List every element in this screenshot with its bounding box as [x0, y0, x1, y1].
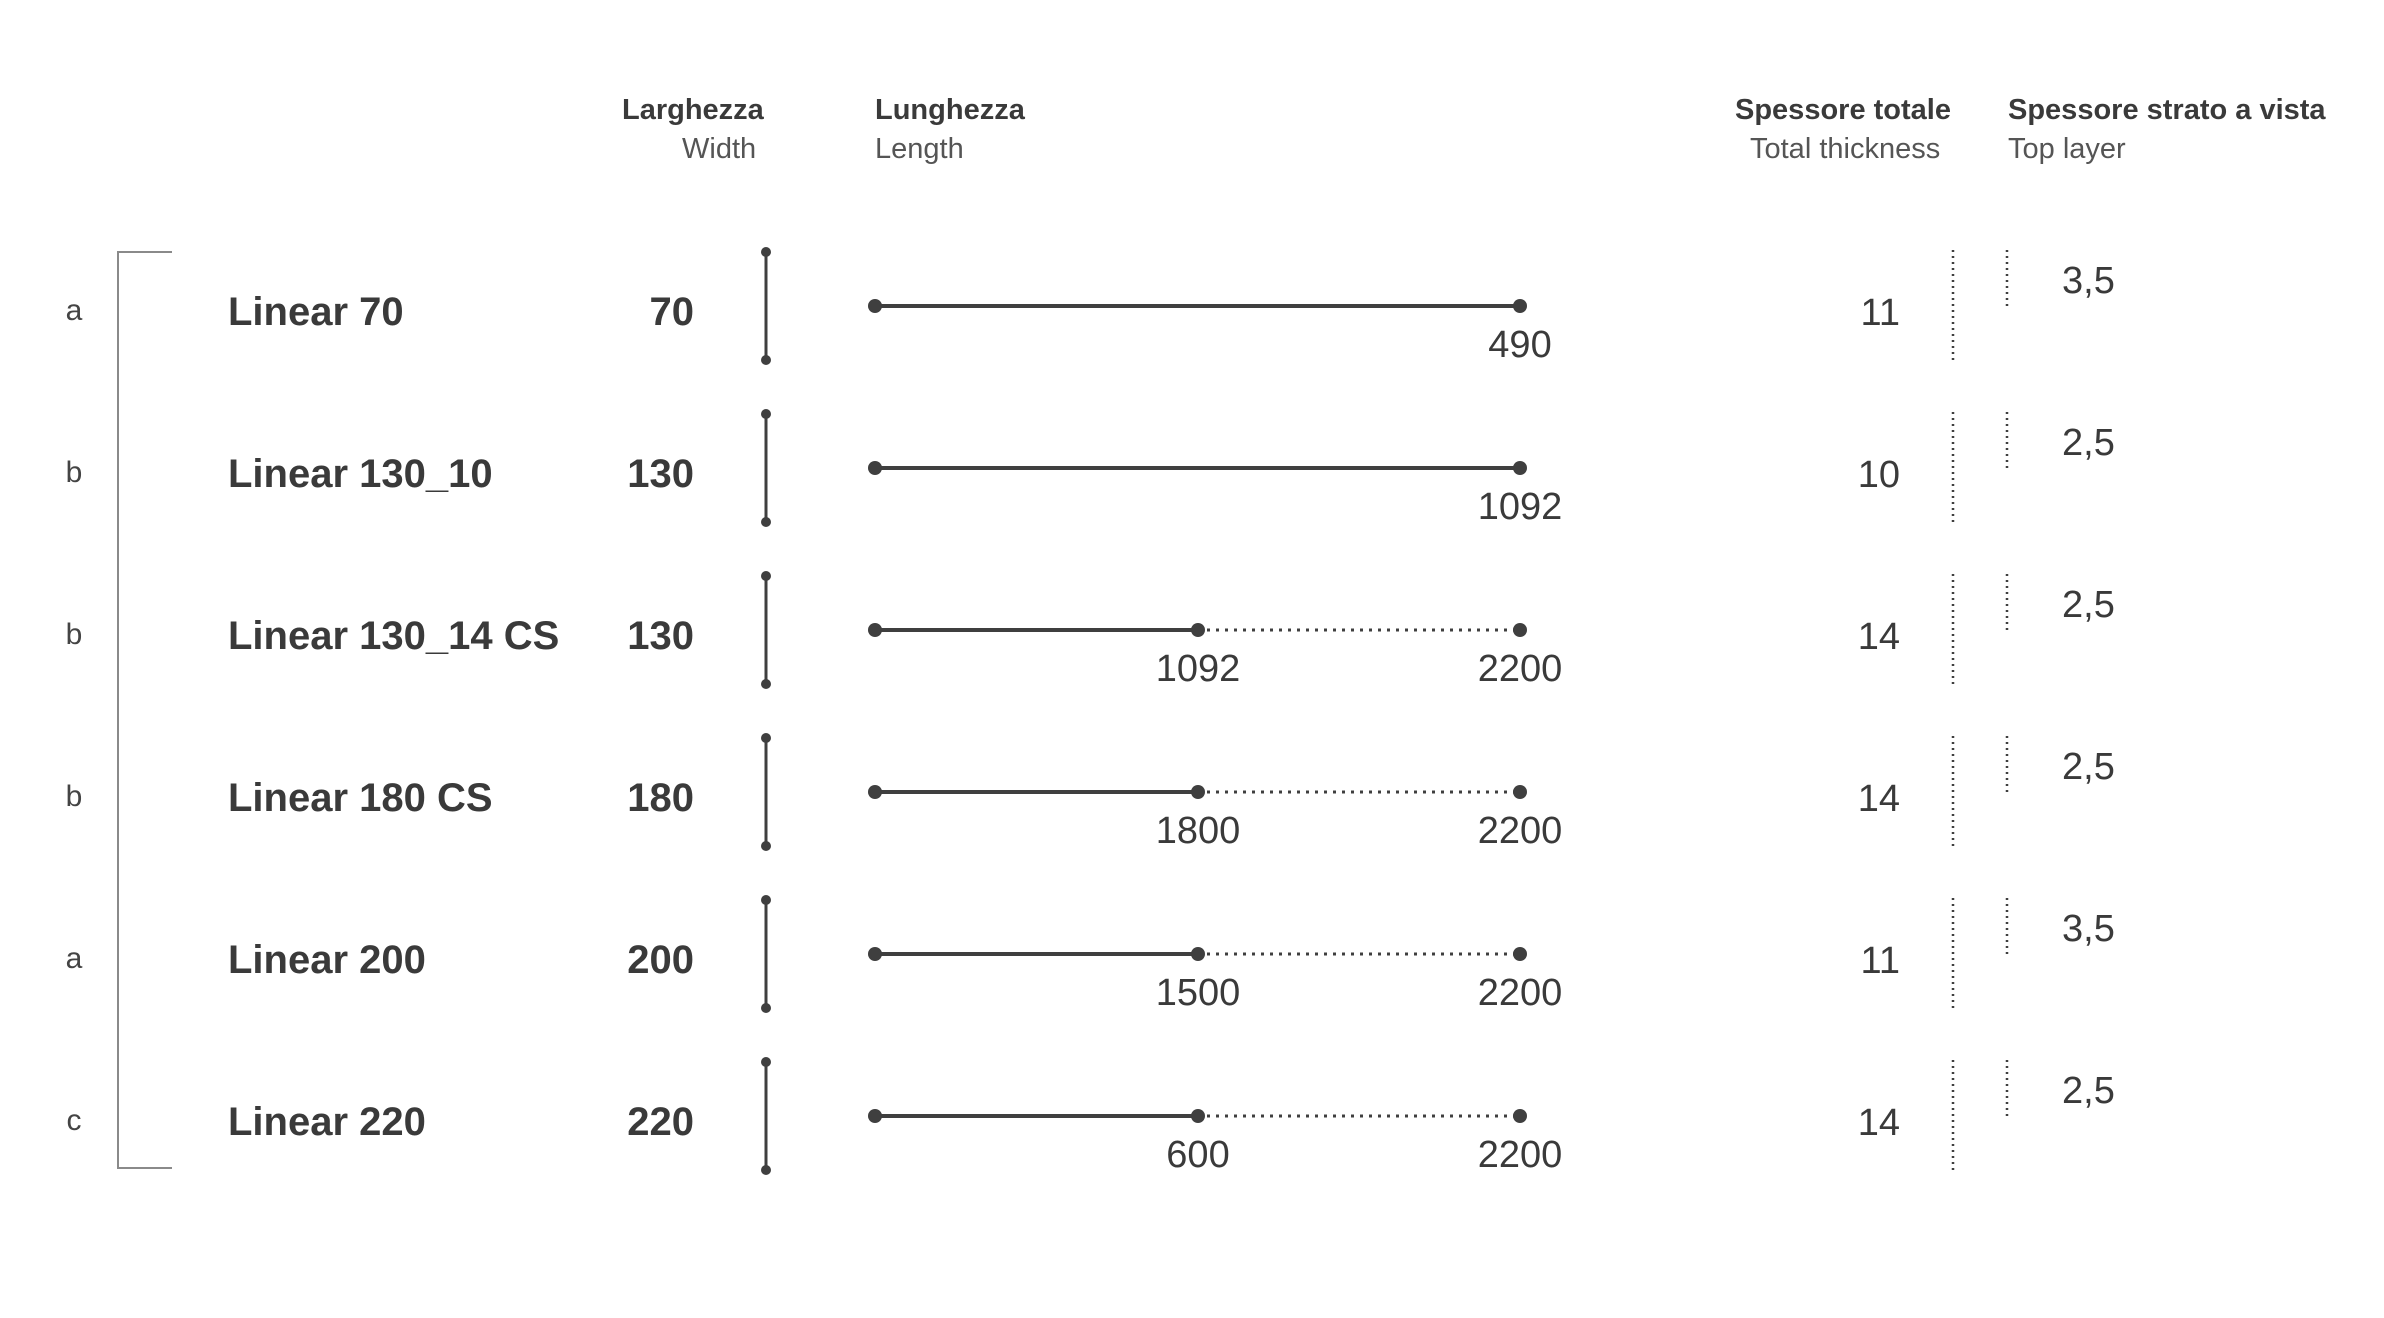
length-start-dot	[868, 623, 882, 637]
length-max-label: 2200	[1477, 1134, 1563, 1176]
header-length-en: Length	[875, 133, 964, 165]
header-width-it: Larghezza	[622, 94, 764, 126]
row-product-name: Linear 130_14 CS	[228, 614, 560, 658]
top-layer-value: 2,5	[2062, 584, 2115, 626]
length-max-dot	[1513, 785, 1527, 799]
top-layer-value: 3,5	[2062, 908, 2115, 950]
length-min-label: 1800	[1155, 810, 1241, 852]
row-width-value: 220	[627, 1100, 694, 1144]
length-start-dot	[868, 461, 882, 475]
width-indicator-dot-top	[761, 409, 771, 419]
width-indicator-dot-bottom	[761, 841, 771, 851]
length-start-dot	[868, 947, 882, 961]
width-indicator-dot-bottom	[761, 1165, 771, 1175]
top-layer-value: 2,5	[2062, 1070, 2115, 1112]
thickness-value: 10	[1857, 454, 1900, 496]
length-max-dot	[1513, 1109, 1527, 1123]
length-max-dot	[1513, 623, 1527, 637]
length-min-label: 1092	[1155, 648, 1241, 690]
length-start-dot	[868, 299, 882, 313]
row-product-name: Linear 130_10	[228, 452, 493, 496]
row-class-letter: b	[65, 780, 83, 813]
length-max-label: 490	[1488, 324, 1552, 366]
header-thickness-it: Spessore totale	[1735, 94, 1951, 126]
row-product-name: Linear 180 CS	[228, 776, 493, 820]
header-length-it: Lunghezza	[875, 94, 1025, 126]
length-min-dot	[1191, 947, 1205, 961]
header-toplayer-it: Spessore strato a vista	[2008, 94, 2326, 126]
width-indicator-dot-bottom	[761, 355, 771, 365]
header-thickness-en: Total thickness	[1750, 133, 1941, 165]
length-max-label: 1092	[1477, 486, 1563, 528]
length-min-dot	[1191, 1109, 1205, 1123]
thickness-value: 14	[1857, 616, 1900, 658]
length-max-label: 2200	[1477, 972, 1563, 1014]
row-product-name: Linear 70	[228, 290, 404, 334]
top-layer-value: 3,5	[2062, 260, 2115, 302]
thickness-value: 11	[1860, 940, 1900, 982]
row-width-value: 130	[627, 614, 694, 658]
width-indicator-dot-top	[761, 247, 771, 257]
row-width-value: 200	[627, 938, 694, 982]
width-indicator-dot-top	[761, 1057, 771, 1067]
length-min-label: 1500	[1155, 972, 1241, 1014]
width-indicator-dot-top	[761, 571, 771, 581]
length-max-dot	[1513, 947, 1527, 961]
thickness-value: 14	[1857, 778, 1900, 820]
length-max-label: 2200	[1477, 648, 1563, 690]
length-min-dot	[1191, 623, 1205, 637]
thickness-value: 14	[1857, 1102, 1900, 1144]
width-indicator-dot-bottom	[761, 1003, 771, 1013]
top-layer-value: 2,5	[2062, 746, 2115, 788]
row-width-value: 70	[649, 290, 695, 334]
top-layer-value: 2,5	[2062, 422, 2115, 464]
header-width-en: Width	[682, 133, 757, 165]
row-width-value: 180	[627, 776, 694, 820]
row-product-name: Linear 220	[228, 1100, 426, 1144]
length-min-label: 600	[1166, 1134, 1230, 1176]
row-class-letter: b	[65, 618, 83, 651]
row-product-name: Linear 200	[228, 938, 426, 982]
row-class-letter: c	[66, 1104, 82, 1137]
width-indicator-dot-top	[761, 895, 771, 905]
row-width-value: 130	[627, 452, 694, 496]
length-min-dot	[1191, 785, 1205, 799]
width-indicator-dot-bottom	[761, 679, 771, 689]
header-toplayer-en: Top layer	[2008, 133, 2126, 165]
thickness-value: 11	[1860, 292, 1900, 334]
row-class-letter: a	[65, 942, 83, 975]
length-start-dot	[868, 785, 882, 799]
width-indicator-dot-bottom	[761, 517, 771, 527]
row-class-letter: a	[65, 294, 83, 327]
length-max-dot	[1513, 461, 1527, 475]
length-max-label: 2200	[1477, 810, 1563, 852]
row-class-letter: b	[65, 456, 83, 489]
length-start-dot	[868, 1109, 882, 1123]
group-bracket	[117, 251, 172, 1169]
length-max-dot	[1513, 299, 1527, 313]
width-indicator-dot-top	[761, 733, 771, 743]
